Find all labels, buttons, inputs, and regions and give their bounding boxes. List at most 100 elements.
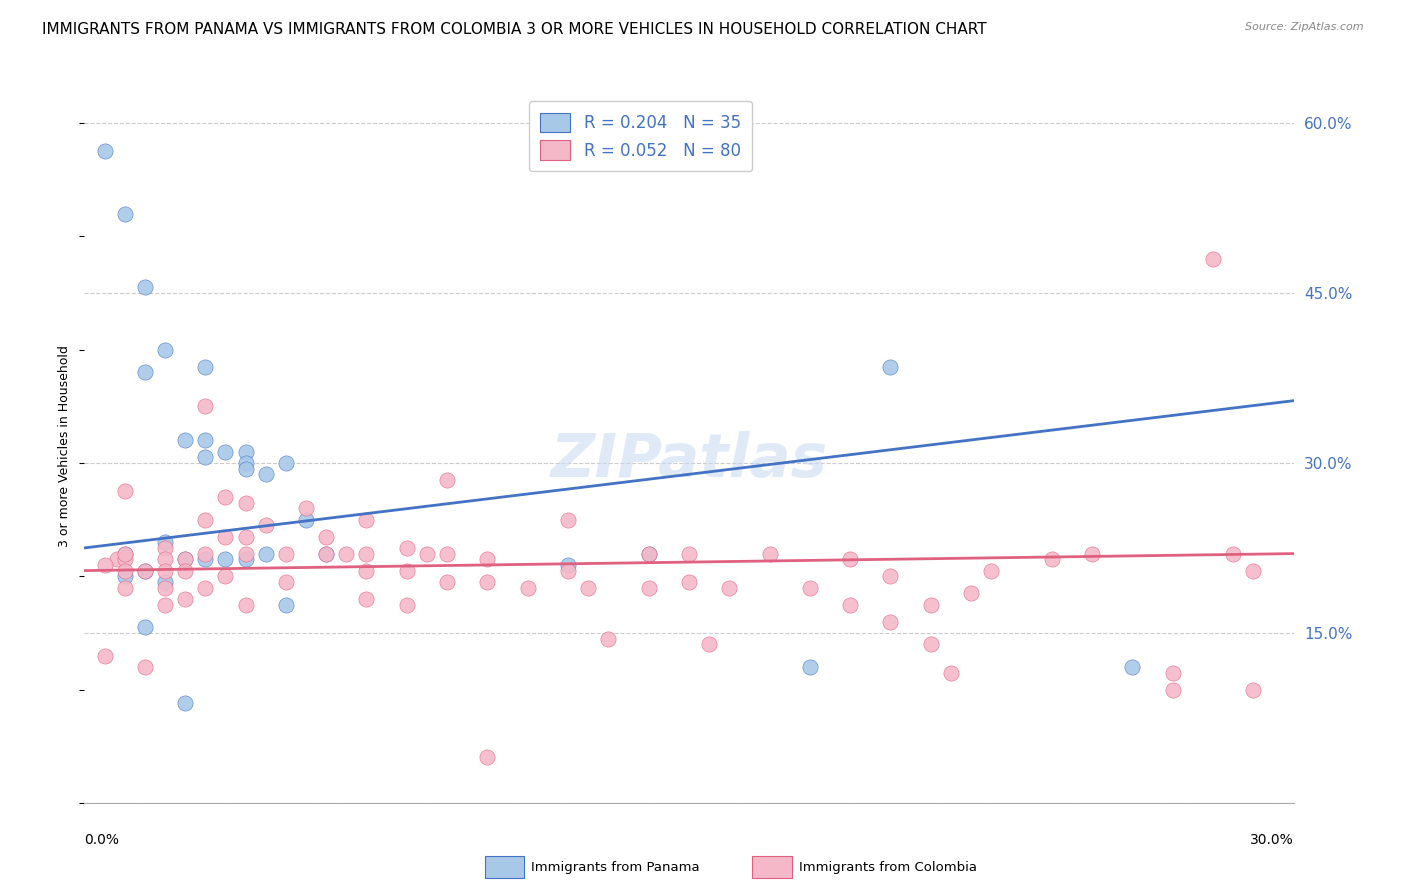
Point [697, 637, 720, 651]
Point [637, 581, 659, 595]
Point [235, 456, 257, 470]
Point [274, 598, 297, 612]
Point [274, 547, 297, 561]
Point [980, 564, 1002, 578]
Point [1241, 682, 1264, 697]
Point [254, 467, 277, 482]
Point [356, 513, 378, 527]
Point [235, 461, 257, 475]
Point [335, 547, 357, 561]
Point [153, 564, 176, 578]
Point [194, 434, 217, 448]
Point [194, 552, 217, 566]
Point [174, 552, 197, 566]
Text: ZIPatlas: ZIPatlas [550, 431, 828, 490]
Point [395, 564, 418, 578]
Point [194, 547, 217, 561]
Point [114, 207, 136, 221]
Point [114, 547, 136, 561]
Point [395, 598, 418, 612]
Point [576, 581, 599, 595]
Point [436, 547, 458, 561]
Point [153, 574, 176, 589]
Point [134, 620, 156, 634]
Point [114, 564, 136, 578]
Point [799, 660, 821, 674]
Point [114, 552, 136, 566]
Point [637, 547, 659, 561]
Point [235, 495, 257, 509]
Point [879, 359, 901, 374]
Point [315, 530, 337, 544]
Point [194, 513, 217, 527]
Point [1202, 252, 1225, 266]
Y-axis label: 3 or more Vehicles in Household: 3 or more Vehicles in Household [58, 345, 72, 547]
Point [295, 513, 318, 527]
Point [93, 648, 115, 663]
Point [557, 513, 579, 527]
Point [799, 581, 821, 595]
Point [153, 581, 176, 595]
Point [839, 598, 862, 612]
Point [114, 569, 136, 583]
Point [114, 484, 136, 499]
Point [174, 552, 197, 566]
Point [1161, 682, 1184, 697]
Point [356, 547, 378, 561]
Point [194, 359, 217, 374]
Point [879, 615, 901, 629]
Point [214, 530, 236, 544]
Point [194, 581, 217, 595]
Point [678, 574, 700, 589]
Point [114, 581, 136, 595]
Point [153, 343, 176, 357]
Point [254, 518, 277, 533]
Point [174, 564, 197, 578]
Point [114, 547, 136, 561]
Point [134, 564, 156, 578]
Point [356, 564, 378, 578]
Point [839, 552, 862, 566]
Point [477, 574, 499, 589]
Point [920, 637, 942, 651]
Point [93, 558, 115, 572]
Point [758, 547, 780, 561]
Point [557, 564, 579, 578]
Point [134, 280, 156, 294]
Point [214, 490, 236, 504]
Point [1241, 564, 1264, 578]
Point [920, 598, 942, 612]
Point [235, 530, 257, 544]
Point [1040, 552, 1063, 566]
Point [1081, 547, 1104, 561]
Point [598, 632, 620, 646]
Point [477, 750, 499, 764]
Point [174, 696, 197, 710]
Point [93, 145, 115, 159]
Point [194, 400, 217, 414]
Point [939, 665, 962, 680]
Point [1222, 547, 1244, 561]
Point [235, 547, 257, 561]
Point [235, 444, 257, 458]
Point [718, 581, 741, 595]
Point [315, 547, 337, 561]
Point [153, 552, 176, 566]
Point [516, 581, 538, 595]
Legend: R = 0.204   N = 35, R = 0.052   N = 80: R = 0.204 N = 35, R = 0.052 N = 80 [529, 101, 752, 171]
Point [395, 541, 418, 555]
Point [105, 552, 128, 566]
Point [214, 552, 236, 566]
Point [557, 558, 579, 572]
Text: IMMIGRANTS FROM PANAMA VS IMMIGRANTS FROM COLOMBIA 3 OR MORE VEHICLES IN HOUSEHO: IMMIGRANTS FROM PANAMA VS IMMIGRANTS FRO… [42, 22, 987, 37]
Point [214, 569, 236, 583]
Point [436, 473, 458, 487]
Point [153, 598, 176, 612]
Point [194, 450, 217, 465]
Point [134, 365, 156, 379]
Point [274, 456, 297, 470]
Text: Immigrants from Panama: Immigrants from Panama [531, 861, 700, 873]
Point [295, 501, 318, 516]
Point [214, 444, 236, 458]
Text: 0.0%: 0.0% [84, 833, 120, 847]
